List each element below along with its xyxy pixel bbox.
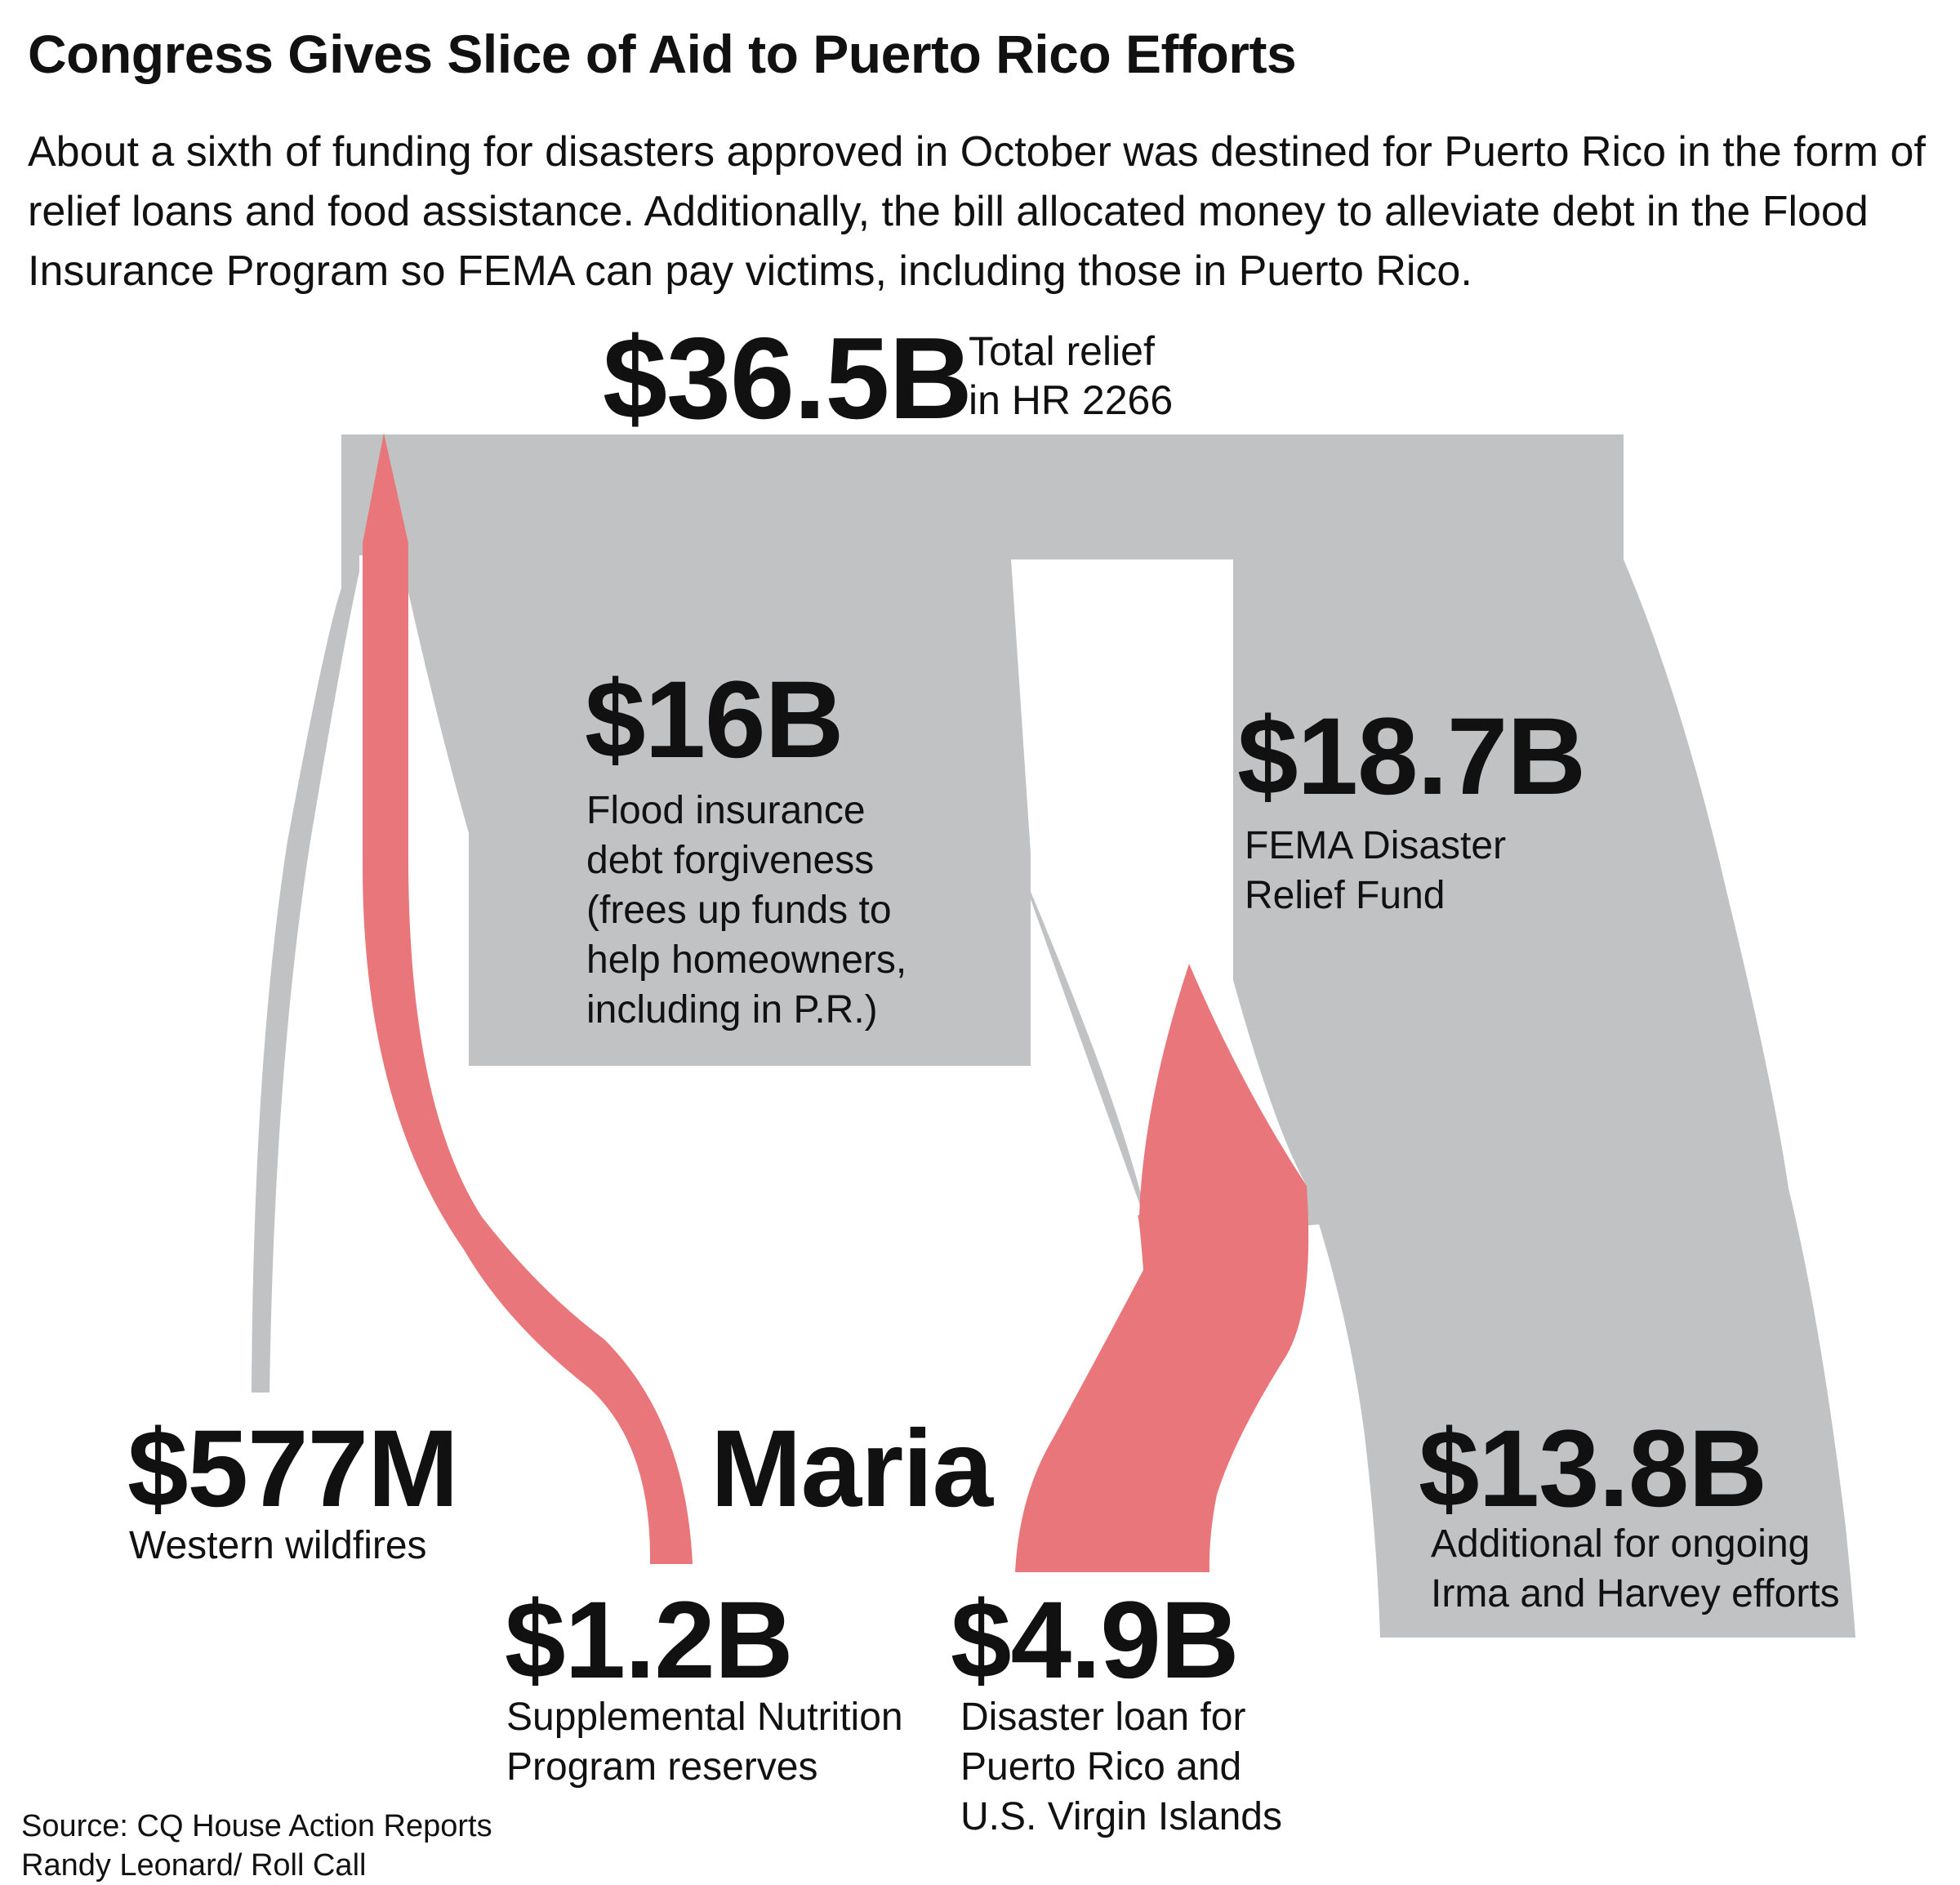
flow-western-wildfires bbox=[252, 490, 359, 1393]
irma-harvey-amount: $13.8B bbox=[1419, 1408, 1767, 1530]
page-subtitle: About a sixth of funding for disasters a… bbox=[28, 128, 1926, 295]
page-title: Congress Gives Slice of Aid to Puerto Ri… bbox=[28, 24, 1297, 84]
snap-amount: $1.2B bbox=[505, 1580, 794, 1701]
flow-fema-fund bbox=[1015, 559, 1788, 1237]
total-amount: $36.5B bbox=[603, 314, 973, 443]
loan-label: Disaster loan for Puerto Rico and U.S. V… bbox=[960, 1696, 1282, 1838]
wildfires-amount: $577M bbox=[127, 1408, 459, 1530]
flood-amount: $16B bbox=[585, 659, 844, 781]
fema-amount: $18.7B bbox=[1237, 696, 1586, 818]
loan-amount: $4.9B bbox=[951, 1580, 1240, 1701]
flow-snap-arrow bbox=[362, 433, 693, 1564]
wildfires-label: Western wildfires bbox=[129, 1524, 427, 1567]
flow-loan-arrow bbox=[1015, 964, 1309, 1572]
source-credit: Source: CQ House Action Reports Randy Le… bbox=[21, 1809, 492, 1883]
fema-label: FEMA Disaster Relief Fund bbox=[1245, 824, 1507, 917]
snap-label: Supplemental Nutrition Program reserves bbox=[506, 1696, 903, 1789]
maria-label: Maria bbox=[710, 1408, 993, 1530]
flow-flood-insurance bbox=[341, 434, 1624, 1066]
flood-label: Flood insurance debt forgiveness (frees … bbox=[586, 789, 907, 1032]
total-label: Total relief in HR 2266 bbox=[969, 328, 1174, 423]
irma-harvey-label: Additional for ongoing Irma and Harvey e… bbox=[1431, 1522, 1840, 1615]
flow-irma-harvey bbox=[1307, 1186, 1855, 1638]
